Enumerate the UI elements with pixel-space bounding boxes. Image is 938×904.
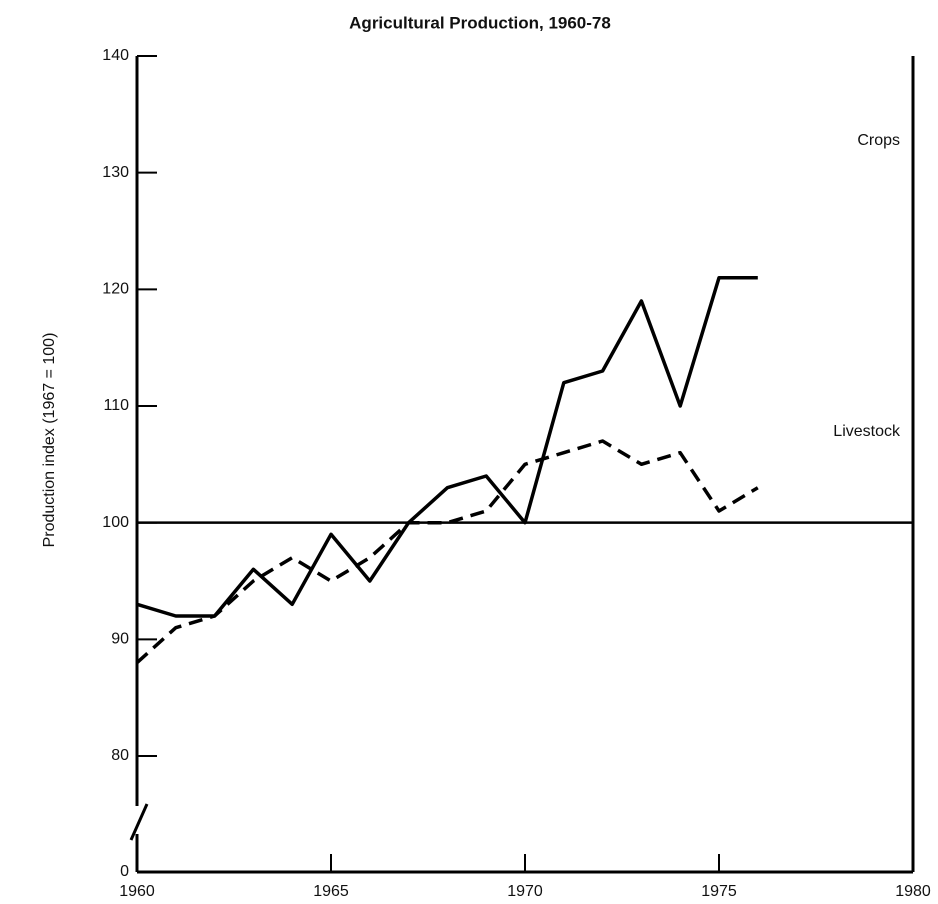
series-label: Crops	[857, 132, 900, 149]
y-tick-label: 90	[111, 631, 129, 648]
x-tick-label: 1970	[507, 883, 543, 900]
y-axis-label: Production index (1967 = 100)	[41, 333, 58, 548]
y-tick-label: 120	[102, 281, 129, 298]
x-tick-label: 1980	[895, 883, 931, 900]
y-tick-label: 130	[102, 164, 129, 181]
y-tick-label: 140	[102, 47, 129, 64]
y-axis	[129, 56, 149, 872]
series-label: Livestock	[833, 423, 901, 440]
y-tick-label: 100	[102, 514, 129, 531]
series-line	[136, 275, 758, 618]
y-tick-label: 0	[120, 863, 129, 880]
y-tick-label: 80	[111, 747, 129, 764]
y-tick-label: 110	[103, 397, 129, 414]
x-tick-label: 1965	[313, 883, 349, 900]
chart-title: Agricultural Production, 1960-78	[349, 13, 611, 32]
x-tick-label: 1975	[701, 883, 737, 900]
series-line	[135, 439, 759, 664]
x-tick-label: 1960	[119, 883, 155, 900]
